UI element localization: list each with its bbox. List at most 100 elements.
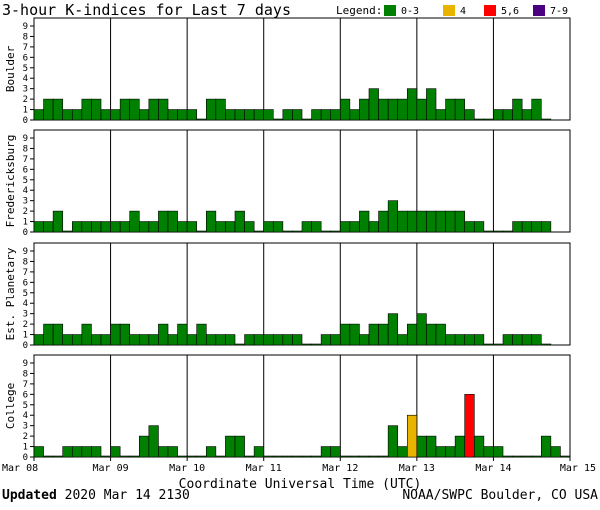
k-index-bar xyxy=(91,334,102,346)
k-index-bar xyxy=(359,455,370,458)
legend-swatch xyxy=(384,5,396,16)
k-index-bar xyxy=(196,230,207,233)
legend: Legend: 0-3 4 5,6 7-9 xyxy=(336,4,568,17)
k-index-bar xyxy=(138,221,150,233)
k-index-bar xyxy=(263,109,274,121)
k-index-bar xyxy=(119,455,131,458)
k-index-bar xyxy=(253,334,265,346)
k-index-bar xyxy=(339,221,351,233)
panel-frame xyxy=(33,129,571,233)
k-index-bar xyxy=(521,455,533,458)
k-index-bar xyxy=(426,323,437,346)
k-index-bar xyxy=(119,98,131,121)
k-index-bar xyxy=(167,334,178,346)
k-index-bar xyxy=(473,334,485,346)
k-index-bar xyxy=(359,334,370,346)
k-index-bar xyxy=(426,435,437,458)
k-index-bar xyxy=(435,109,446,121)
k-index-bar xyxy=(531,98,542,121)
k-index-bar xyxy=(550,446,561,458)
y-tick-label: 6 xyxy=(23,278,28,288)
k-index-bar xyxy=(416,210,427,233)
k-index-bar xyxy=(43,323,54,346)
k-index-bar xyxy=(158,98,169,121)
y-tick-label: 2 xyxy=(23,432,28,442)
k-index-bar xyxy=(253,109,265,121)
k-index-bar xyxy=(148,221,159,233)
k-index-bar xyxy=(531,455,542,458)
k-index-bar xyxy=(406,210,418,233)
k-index-bar xyxy=(129,334,140,346)
k-index-bar xyxy=(81,221,92,233)
k-index-bar xyxy=(244,109,255,121)
k-index-bar xyxy=(244,455,255,458)
k-index-bar xyxy=(320,109,332,121)
k-index-bar xyxy=(71,221,83,233)
k-index-bar xyxy=(502,334,513,346)
k-index-bar xyxy=(464,394,475,458)
k-index-bar xyxy=(349,109,360,121)
panel-label: Fredericksburg xyxy=(4,135,17,228)
k-index-bar xyxy=(416,435,427,458)
k-index-bar xyxy=(205,334,217,346)
k-index-bar xyxy=(320,230,332,233)
k-index-bar xyxy=(272,455,284,458)
y-tick-label: 5 xyxy=(23,176,28,186)
k-index-bar xyxy=(416,98,427,121)
k-index-bar xyxy=(282,230,293,233)
chart-title: 3-hour K-indices for Last 7 days xyxy=(2,1,291,19)
k-index-bar xyxy=(301,343,312,346)
k-index-bar xyxy=(416,313,427,346)
k-index-bar xyxy=(502,230,513,233)
k-index-bar xyxy=(512,455,523,458)
k-index-bar xyxy=(205,446,217,458)
k-index-bar xyxy=(215,98,226,121)
x-tick-label: Mar 14 xyxy=(475,463,511,474)
k-index-bar xyxy=(81,98,92,121)
k-index-bar xyxy=(71,446,83,458)
k-index-bar xyxy=(234,109,245,121)
legend-swatch xyxy=(533,5,545,16)
k-index-bar xyxy=(138,334,150,346)
y-tick-label: 0 xyxy=(23,453,28,463)
k-index-bar xyxy=(435,323,446,346)
k-index-bar xyxy=(320,334,332,346)
y-tick-label: 6 xyxy=(23,165,28,175)
y-tick-label: 9 xyxy=(23,134,28,144)
k-index-bar xyxy=(464,109,475,121)
k-index-bar xyxy=(521,109,533,121)
k-index-bar xyxy=(493,343,504,346)
k-index-bar xyxy=(62,109,73,121)
panel-frame xyxy=(33,17,571,121)
k-index-bar xyxy=(158,446,169,458)
legend-item-label: 4 xyxy=(460,6,466,17)
y-tick-label: 2 xyxy=(23,95,28,105)
legend-label: Legend: xyxy=(336,4,382,17)
y-tick-label: 3 xyxy=(23,85,28,95)
k-index-bar xyxy=(320,446,332,458)
k-index-bar xyxy=(540,343,552,346)
k-index-bar xyxy=(167,446,178,458)
k-index-bar xyxy=(349,455,360,458)
y-tick-label: 6 xyxy=(23,390,28,400)
k-index-bar xyxy=(426,88,437,121)
y-tick-label: 2 xyxy=(23,207,28,217)
y-tick-label: 3 xyxy=(23,310,28,320)
k-index-bar xyxy=(158,323,169,346)
y-tick-label: 4 xyxy=(23,411,28,421)
k-index-bar xyxy=(119,323,131,346)
k-index-bar xyxy=(387,98,399,121)
k-index-bar xyxy=(292,230,303,233)
k-index-bar xyxy=(493,109,504,121)
k-index-bar xyxy=(311,455,322,458)
k-index-bar xyxy=(426,210,437,233)
updated-label: Updated xyxy=(2,488,57,503)
k-index-bar xyxy=(167,210,178,233)
k-index-bar xyxy=(406,414,418,458)
k-index-bar xyxy=(129,210,140,233)
k-index-bar xyxy=(244,221,255,233)
k-index-bar xyxy=(129,455,140,458)
